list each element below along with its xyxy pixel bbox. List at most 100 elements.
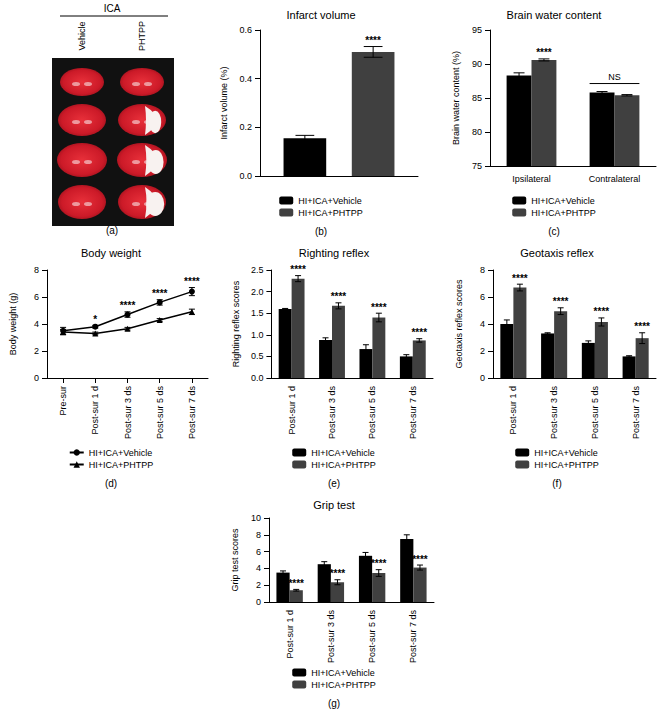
svg-text:Post-sur 1 d: Post-sur 1 d <box>508 386 518 435</box>
svg-text:0.6: 0.6 <box>239 25 252 35</box>
svg-text:0.0: 0.0 <box>251 373 264 383</box>
svg-text:PHTPP: PHTPP <box>137 21 147 51</box>
svg-text:Grip test scores: Grip test scores <box>230 528 240 592</box>
svg-text:90: 90 <box>472 59 482 69</box>
svg-text:Post-sur 1 d: Post-sur 1 d <box>285 610 295 659</box>
svg-text:****: **** <box>184 276 200 287</box>
svg-text:****: **** <box>553 296 569 307</box>
svg-text:0.5: 0.5 <box>251 351 264 361</box>
svg-text:Brain water content (%): Brain water content (%) <box>451 51 461 145</box>
svg-text:Body weight (g): Body weight (g) <box>8 293 18 356</box>
svg-text:HI+ICA+Vehicle: HI+ICA+Vehicle <box>531 196 595 206</box>
svg-text:0: 0 <box>34 373 39 383</box>
svg-text:4: 4 <box>480 319 485 329</box>
svg-text:(f): (f) <box>552 478 561 489</box>
svg-text:****: **** <box>512 273 528 284</box>
svg-text:75: 75 <box>472 161 482 171</box>
svg-text:****: **** <box>365 35 381 46</box>
svg-text:****: **** <box>412 554 428 565</box>
svg-text:HI+ICA+PHTPP: HI+ICA+PHTPP <box>89 460 154 470</box>
svg-text:Post-sur 3 ds: Post-sur 3 ds <box>123 386 133 440</box>
svg-text:HI+ICA+PHTPP: HI+ICA+PHTPP <box>311 460 376 470</box>
svg-text:0.0: 0.0 <box>239 171 252 181</box>
svg-text:Post-sur 5 ds: Post-sur 5 ds <box>367 386 377 440</box>
svg-text:2: 2 <box>256 580 261 590</box>
svg-text:6: 6 <box>480 292 485 302</box>
svg-text:HI+ICA+Vehicle: HI+ICA+Vehicle <box>298 196 362 206</box>
svg-text:*: * <box>93 314 97 325</box>
svg-text:Contralateral: Contralateral <box>589 174 641 184</box>
svg-text:****: **** <box>371 302 387 313</box>
svg-text:0.2: 0.2 <box>239 122 252 132</box>
svg-text:Post-sur 5 ds: Post-sur 5 ds <box>367 610 377 664</box>
svg-text:Brain water content: Brain water content <box>507 9 602 21</box>
svg-text:2: 2 <box>480 346 485 356</box>
svg-text:Post-sur 5 ds: Post-sur 5 ds <box>590 386 600 440</box>
svg-text:HI+ICA+Vehicle: HI+ICA+Vehicle <box>534 448 598 458</box>
svg-text:****: **** <box>330 568 346 579</box>
svg-text:Post-sur 7 ds: Post-sur 7 ds <box>631 386 641 440</box>
svg-text:Pre-sur: Pre-sur <box>58 386 68 416</box>
svg-text:8: 8 <box>256 530 261 540</box>
svg-text:****: **** <box>594 306 610 317</box>
svg-text:Infarct volume: Infarct volume <box>286 9 355 21</box>
svg-text:10: 10 <box>251 513 261 523</box>
svg-text:Geotaxis reflex: Geotaxis reflex <box>520 247 594 259</box>
svg-text:HI+ICA+Vehicle: HI+ICA+Vehicle <box>89 448 153 458</box>
svg-text:Post-sur 1 d: Post-sur 1 d <box>90 386 100 435</box>
svg-text:****: **** <box>371 558 387 569</box>
svg-text:Infarct volume (%): Infarct volume (%) <box>219 66 229 139</box>
svg-text:Ipsilateral: Ipsilateral <box>512 174 551 184</box>
svg-text:Post-sur 7 ds: Post-sur 7 ds <box>408 610 418 664</box>
svg-text:****: **** <box>120 300 136 311</box>
svg-text:****: **** <box>331 291 347 302</box>
svg-text:80: 80 <box>472 127 482 137</box>
svg-text:1.0: 1.0 <box>251 330 264 340</box>
svg-text:HI+ICA+PHTPP: HI+ICA+PHTPP <box>534 460 599 470</box>
svg-text:95: 95 <box>472 25 482 35</box>
svg-text:Vehicle: Vehicle <box>77 21 87 50</box>
svg-text:4: 4 <box>256 563 261 573</box>
svg-text:****: **** <box>152 288 168 299</box>
svg-text:(a): (a) <box>106 225 118 236</box>
svg-text:Post-sur 7 ds: Post-sur 7 ds <box>408 386 418 440</box>
svg-text:****: **** <box>411 327 427 338</box>
svg-text:ICA: ICA <box>104 3 121 14</box>
svg-text:Body weight: Body weight <box>81 247 141 259</box>
svg-text:Righting reflex: Righting reflex <box>299 247 370 259</box>
svg-text:Post-sur 1 d: Post-sur 1 d <box>287 386 297 435</box>
svg-text:2.0: 2.0 <box>251 287 264 297</box>
svg-text:(c): (c) <box>548 226 560 237</box>
svg-text:Geotaxis reflex scores: Geotaxis reflex scores <box>454 279 464 369</box>
svg-text:2: 2 <box>34 346 39 356</box>
svg-text:HI+ICA+PHTPP: HI+ICA+PHTPP <box>311 680 376 690</box>
svg-text:HI+ICA+PHTPP: HI+ICA+PHTPP <box>298 208 363 218</box>
svg-text:Post-sur 3 ds: Post-sur 3 ds <box>326 610 336 664</box>
svg-text:1.5: 1.5 <box>251 308 264 318</box>
svg-text:HI+ICA+Vehicle: HI+ICA+Vehicle <box>311 448 375 458</box>
svg-text:0: 0 <box>480 373 485 383</box>
svg-text:6: 6 <box>34 292 39 302</box>
svg-text:****: **** <box>290 264 306 275</box>
svg-text:6: 6 <box>256 547 261 557</box>
svg-text:8: 8 <box>480 265 485 275</box>
svg-text:Grip test: Grip test <box>313 499 355 511</box>
svg-text:HI+ICA+PHTPP: HI+ICA+PHTPP <box>531 208 596 218</box>
svg-text:****: **** <box>536 47 552 58</box>
svg-text:Post-sur 3 ds: Post-sur 3 ds <box>549 386 559 440</box>
svg-text:8: 8 <box>34 265 39 275</box>
svg-text:Post-sur 5 ds: Post-sur 5 ds <box>155 386 165 440</box>
svg-text:2.5: 2.5 <box>251 265 264 275</box>
svg-text:85: 85 <box>472 93 482 103</box>
svg-text:(b): (b) <box>315 226 327 237</box>
svg-text:(e): (e) <box>328 478 340 489</box>
svg-text:0.4: 0.4 <box>239 74 252 84</box>
svg-text:Post-sur 7 ds: Post-sur 7 ds <box>187 386 197 440</box>
svg-text:Post-sur 3 ds: Post-sur 3 ds <box>327 386 337 440</box>
svg-text:0: 0 <box>256 597 261 607</box>
svg-text:****: **** <box>634 321 650 332</box>
svg-text:Righting reflex scores: Righting reflex scores <box>231 280 241 367</box>
svg-text:NS: NS <box>608 72 621 82</box>
svg-text:4: 4 <box>34 319 39 329</box>
svg-text:****: **** <box>288 578 304 589</box>
